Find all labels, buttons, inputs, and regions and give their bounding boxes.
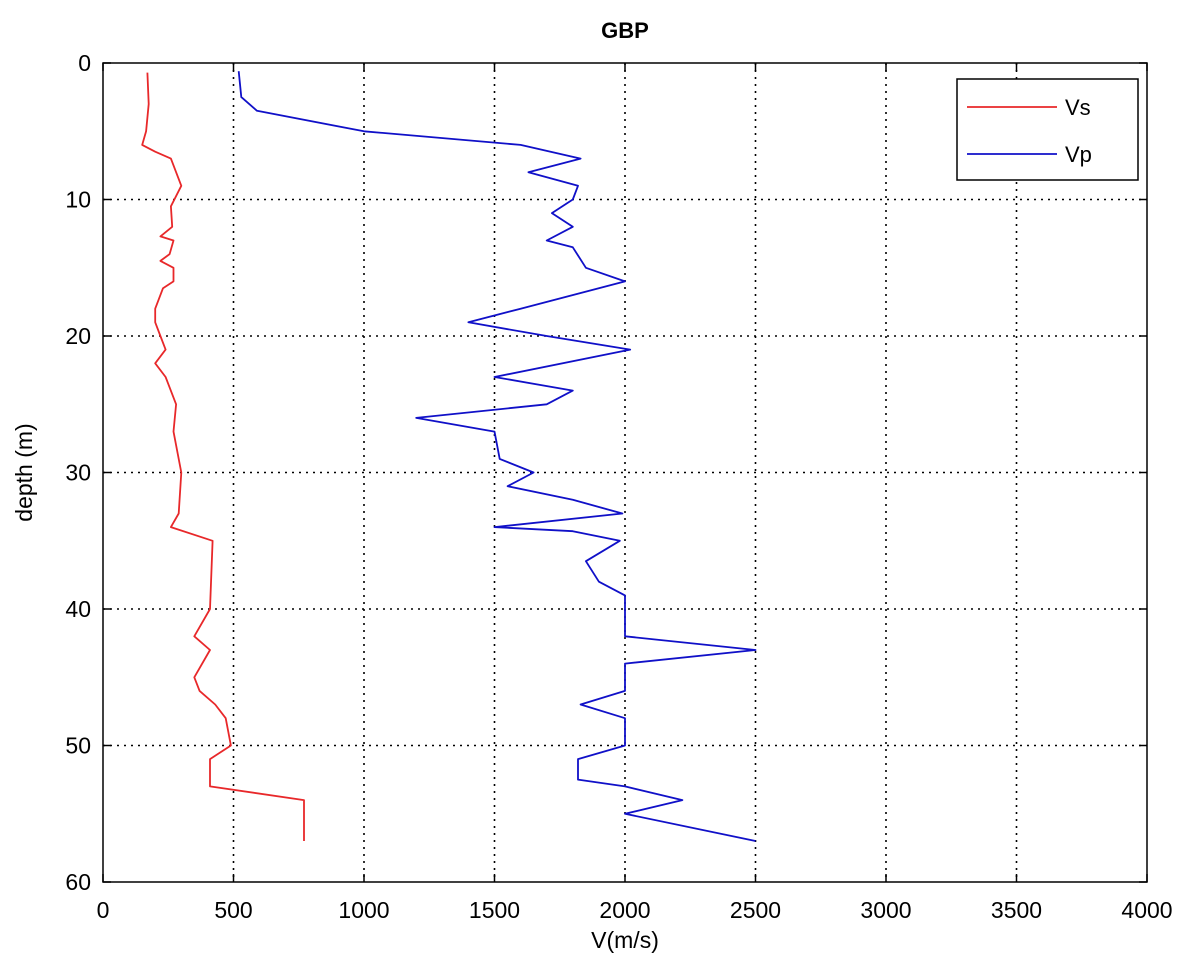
- x-tick-label: 500: [214, 897, 252, 923]
- x-tick-label: 3000: [860, 897, 911, 923]
- y-tick-label: 40: [65, 596, 91, 622]
- legend: Vs Vp: [956, 78, 1139, 181]
- x-tick-label: 1000: [338, 897, 389, 923]
- series-line-vp: [237, 71, 757, 842]
- y-tick-label: 0: [78, 50, 91, 76]
- tick-marks: [102, 62, 1148, 883]
- x-tick-label: 2500: [730, 897, 781, 923]
- legend-label-vp: Vp: [1065, 142, 1092, 167]
- series-layer: [141, 71, 757, 842]
- y-tick-label: 10: [65, 187, 91, 213]
- tick-labels: 0 500 1000 1500 2000 2500 3000 3500 4000 0 10 20 30 4…: [65, 50, 1172, 923]
- x-tick-label: 0: [97, 897, 110, 923]
- legend-box: [956, 78, 1139, 181]
- x-tick-label: 2000: [599, 897, 650, 923]
- grid-lines: [103, 63, 1147, 882]
- x-tick-label: 4000: [1121, 897, 1172, 923]
- series-line-vs: [141, 72, 305, 841]
- y-tick-label: 20: [65, 323, 91, 349]
- y-axis-title: depth (m): [11, 423, 37, 521]
- y-tick-label: 60: [65, 869, 91, 895]
- y-tick-label: 50: [65, 733, 91, 759]
- x-tick-label: 3500: [991, 897, 1042, 923]
- y-tick-label: 30: [65, 460, 91, 486]
- x-axis-title: V(m/s): [591, 927, 659, 953]
- legend-label-vs: Vs: [1065, 95, 1091, 120]
- x-tick-label: 1500: [469, 897, 520, 923]
- chart-title: GBP: [601, 18, 649, 43]
